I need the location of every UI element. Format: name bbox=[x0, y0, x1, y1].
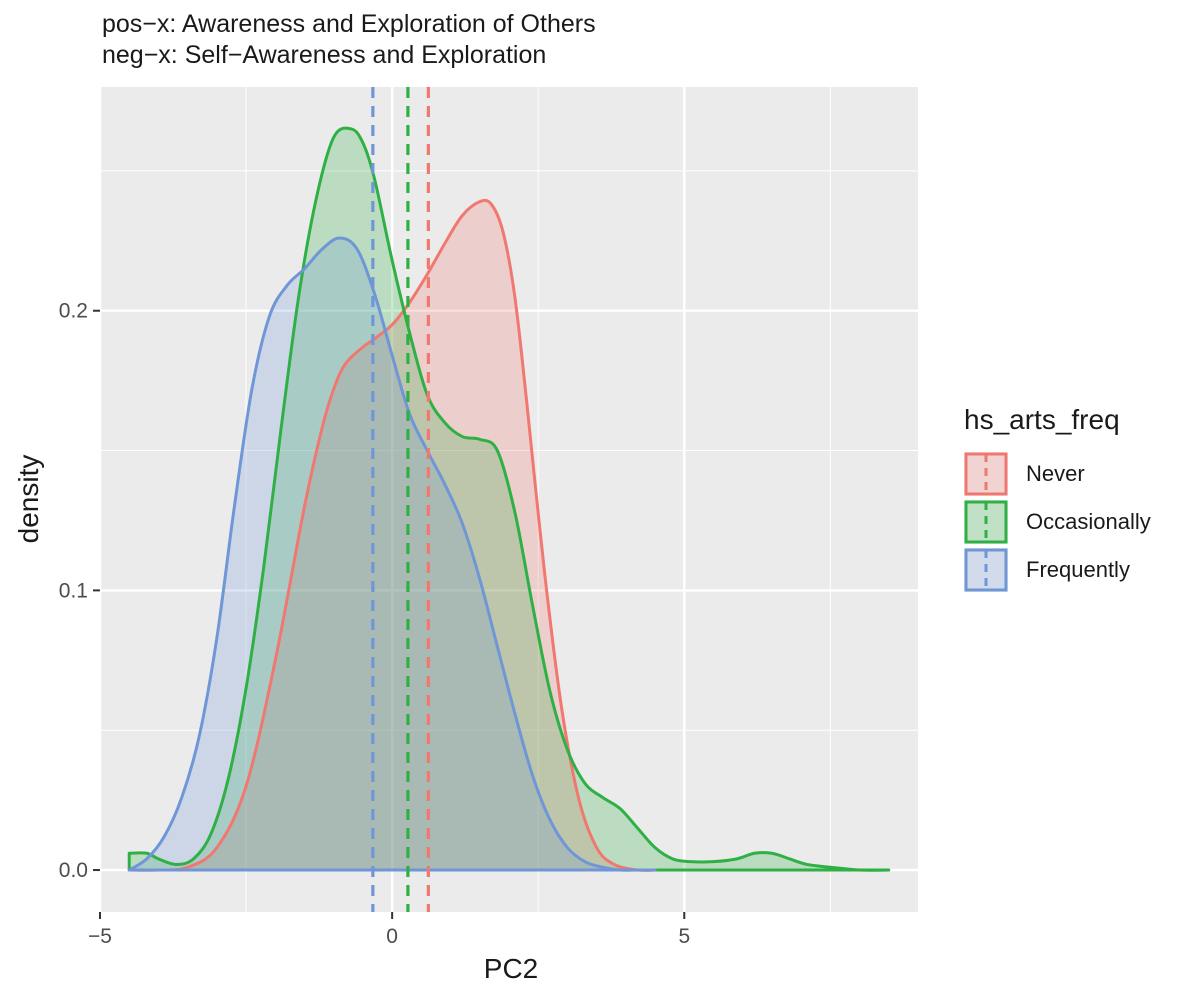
axes: −5 0 5 0.0 0.1 0.2 bbox=[59, 300, 690, 948]
legend-label-occasionally: Occasionally bbox=[1026, 509, 1151, 534]
x-axis-title: PC2 bbox=[484, 953, 538, 984]
legend: hs_arts_freq Never Occasionally Frequent… bbox=[964, 404, 1151, 594]
density-area-frequently bbox=[129, 238, 656, 871]
legend-label-never: Never bbox=[1026, 461, 1085, 486]
density-lines bbox=[127, 126, 891, 872]
x-tick-label: 5 bbox=[678, 925, 690, 948]
minor-gridlines bbox=[100, 87, 918, 912]
legend-label-frequently: Frequently bbox=[1026, 557, 1130, 582]
y-tick-label: 0.1 bbox=[59, 579, 88, 602]
density-areas bbox=[129, 128, 889, 871]
legend-key-never bbox=[964, 452, 1008, 496]
density-line-never bbox=[127, 198, 657, 872]
legend-item-never: Never bbox=[964, 450, 1151, 498]
density-area-occasionally bbox=[129, 128, 889, 871]
chart-title-line-1: pos−x: Awareness and Exploration of Othe… bbox=[102, 10, 596, 38]
x-tick-label: 0 bbox=[386, 925, 398, 948]
density-line-frequently bbox=[127, 236, 657, 872]
chart-title-line-2: neg−x: Self−Awareness and Exploration bbox=[102, 41, 547, 69]
y-tick-label: 0.0 bbox=[59, 859, 88, 882]
y-axis-title: density bbox=[13, 455, 44, 544]
density-area-never bbox=[129, 200, 656, 871]
density-line-occasionally bbox=[127, 126, 891, 872]
y-tick-label: 0.2 bbox=[59, 300, 88, 323]
x-tick-label: −5 bbox=[88, 925, 112, 948]
legend-item-occasionally: Occasionally bbox=[964, 498, 1151, 546]
legend-key-frequently bbox=[964, 548, 1008, 592]
legend-item-frequently: Frequently bbox=[964, 546, 1151, 594]
legend-key-occasionally bbox=[964, 500, 1008, 544]
legend-title: hs_arts_freq bbox=[964, 404, 1120, 435]
mean-lines bbox=[371, 87, 430, 912]
